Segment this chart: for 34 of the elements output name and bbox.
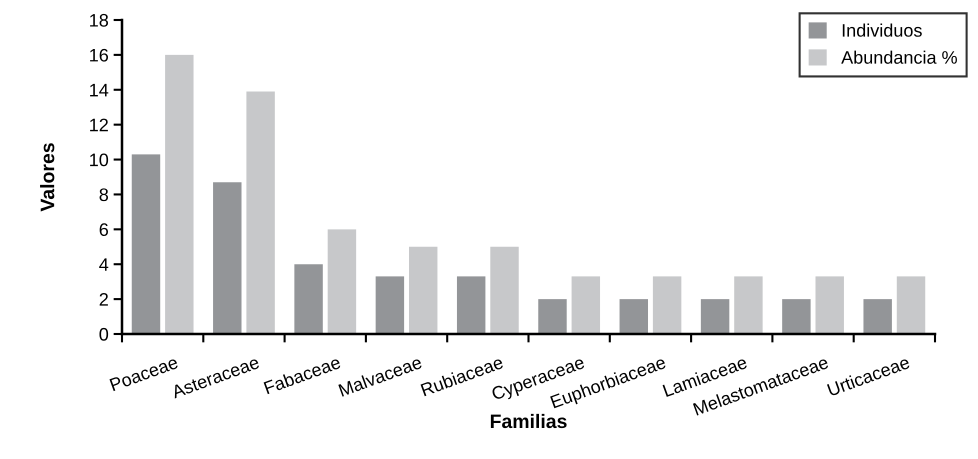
y-axis-title: Valores	[40, 143, 54, 212]
bar	[652, 276, 682, 334]
bar	[456, 276, 486, 334]
legend-label: Individuos	[842, 24, 922, 37]
y-tick-label: 4	[99, 258, 108, 271]
bar	[408, 246, 438, 334]
y-tick-label: 10	[90, 153, 108, 166]
y-tick-label: 12	[90, 118, 108, 132]
y-tick-label: 8	[100, 188, 108, 202]
bar	[294, 264, 323, 334]
bar	[896, 276, 926, 334]
bar	[538, 299, 567, 334]
bar	[213, 182, 242, 334]
bar	[246, 92, 275, 334]
x-axis-title: Familias	[490, 414, 567, 428]
y-tick-label: 0	[99, 328, 108, 341]
bar	[734, 276, 763, 334]
bar	[815, 276, 844, 334]
bar	[700, 299, 730, 334]
y-tick-label: 18	[90, 14, 108, 27]
bar	[490, 246, 519, 334]
y-tick-label: 16	[90, 48, 108, 62]
bar	[376, 276, 404, 334]
y-tick-label: 2	[100, 293, 108, 306]
bar	[572, 276, 600, 334]
bar	[782, 299, 811, 334]
legend-label: Abundancia %	[841, 50, 957, 64]
bar	[165, 54, 194, 334]
y-tick-label: 14	[90, 84, 108, 96]
bar	[132, 154, 160, 334]
bar	[620, 299, 648, 334]
bar	[863, 299, 892, 334]
y-tick-label: 6	[100, 223, 108, 236]
bar	[328, 229, 356, 334]
